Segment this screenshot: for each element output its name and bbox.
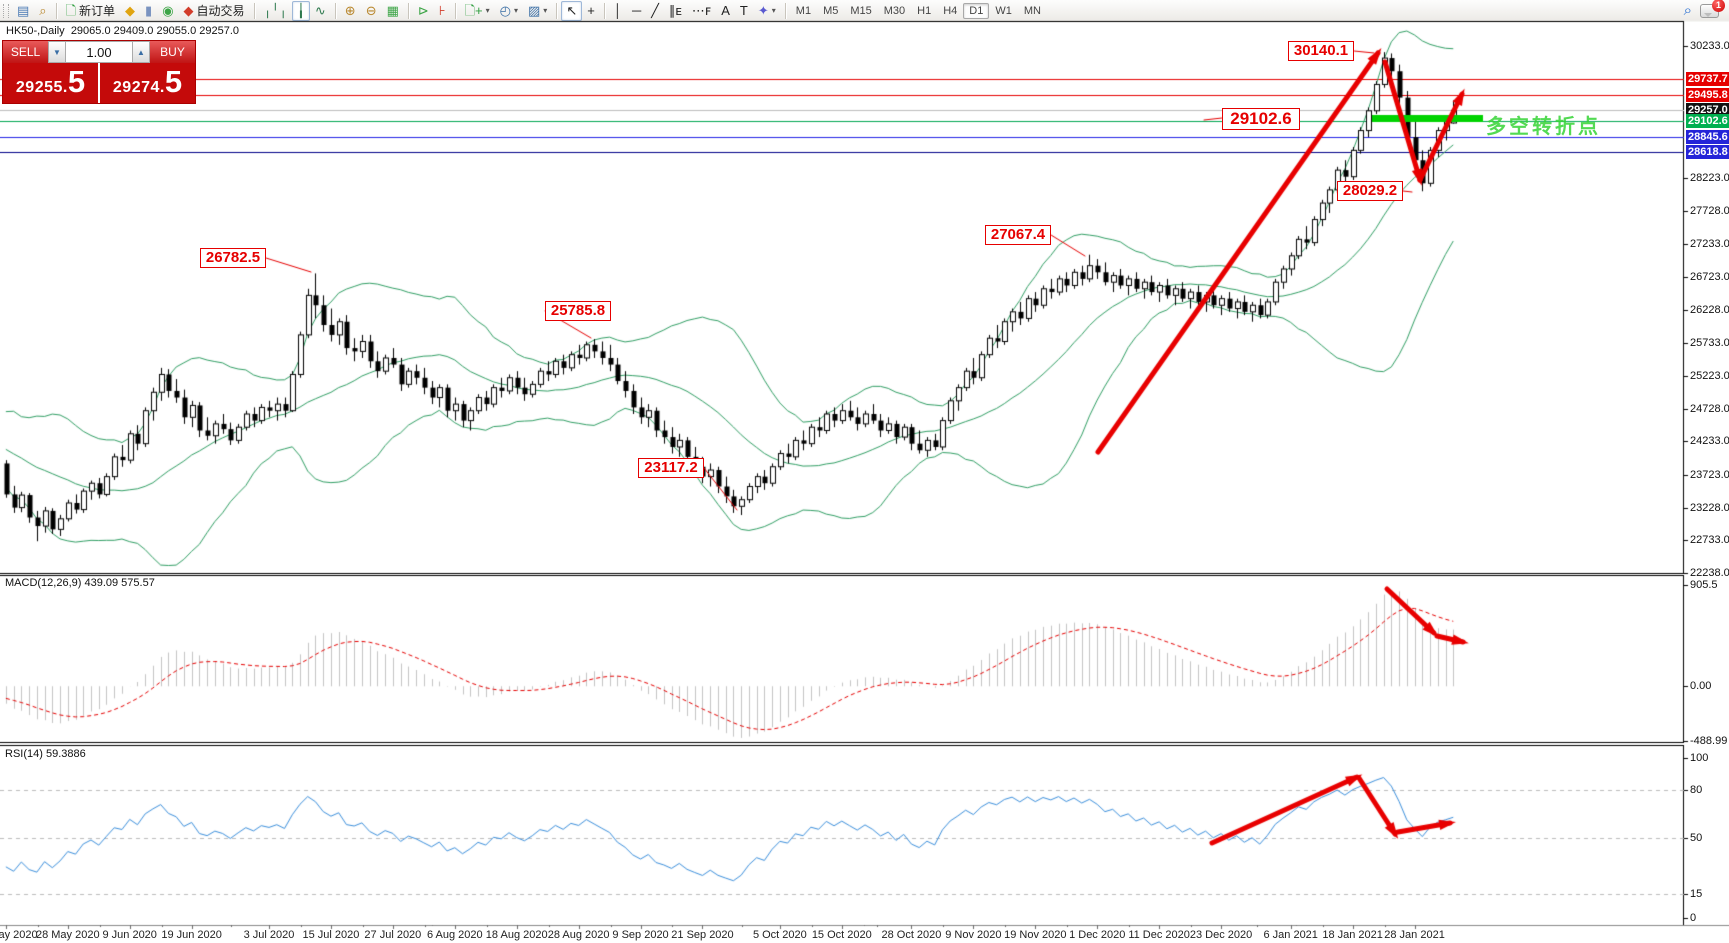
buy-price-main: 29274. — [112, 79, 165, 96]
price-tick-label: 24728.0 — [1690, 402, 1729, 415]
sell-price-main: 29255. — [15, 79, 68, 96]
date-axis-label: 6 Jan 2021 — [1263, 929, 1318, 941]
chart-symbol-period: HK50-,Daily — [6, 25, 65, 37]
price-tick-label: 25733.0 — [1690, 336, 1729, 349]
date-axis-label: 21 Sep 2020 — [671, 929, 734, 941]
rsi-tick-label: 15 — [1690, 887, 1703, 900]
volume-increase-button[interactable]: ▲ — [132, 41, 150, 63]
date-axis-label: 15 Oct 2020 — [811, 929, 872, 941]
price-tick-label: 26723.0 — [1690, 271, 1729, 284]
sell-price-pips: 5 — [67, 64, 86, 99]
rsi-tick-label: 0 — [1690, 911, 1697, 924]
price-tick-label: 25223.0 — [1690, 370, 1729, 383]
date-axis-label: 6 Aug 2020 — [426, 929, 483, 941]
macd-tick-label: 905.5 — [1690, 579, 1718, 592]
price-level-badge: 28845.6 — [1686, 130, 1729, 145]
buy-button[interactable]: BUY — [150, 41, 195, 63]
date-axis-label: 5 Oct 2020 — [752, 929, 807, 941]
volume-input[interactable] — [66, 41, 132, 63]
rsi-indicator-label: RSI(14) 59.3886 — [5, 748, 86, 760]
rsi-tick-label: 80 — [1690, 783, 1703, 796]
macd-tick-label: 0.00 — [1690, 680, 1712, 693]
date-axis-label: 18 Aug 2020 — [485, 929, 548, 941]
price-level-badge: 29737.7 — [1686, 71, 1729, 86]
price-callout[interactable]: 26782.5 — [200, 248, 266, 268]
price-tick-label: 30233.0 — [1690, 40, 1729, 52]
date-axis-label: 28 Aug 2020 — [547, 929, 610, 941]
macd-indicator-label: MACD(12,26,9) 439.09 575.57 — [5, 577, 155, 589]
date-axis-label: 28 Oct 2020 — [881, 929, 942, 941]
rsi-tick-label: 50 — [1690, 831, 1703, 844]
date-axis-label: 18 May 2020 — [0, 929, 38, 941]
date-axis-label: 19 Jun 2020 — [161, 929, 222, 941]
chart-ohlc-values: 29065.0 29409.0 29055.0 29257.0 — [70, 25, 240, 37]
sell-price[interactable]: 29255. 5 — [3, 63, 98, 103]
date-axis-label: 19 Nov 2020 — [1004, 929, 1067, 941]
price-tick-label: 23723.0 — [1690, 469, 1729, 482]
price-callout[interactable]: 29102.6 — [1222, 108, 1300, 130]
price-callout[interactable]: 25785.8 — [545, 301, 611, 321]
price-level-badge: 29102.6 — [1686, 113, 1729, 128]
date-axis-label: 23 Dec 2020 — [1189, 929, 1253, 941]
chart-ohlc-label: HK50-,Daily 29065.0 29409.0 29055.0 2925… — [6, 25, 239, 37]
price-tick-label: 23228.0 — [1690, 501, 1729, 514]
price-level-badge: 29495.8 — [1686, 87, 1729, 102]
price-tick-label: 26228.0 — [1690, 303, 1729, 316]
buy-price-pips: 5 — [164, 64, 183, 99]
volume-decrease-button[interactable]: ▼ — [48, 41, 66, 63]
sell-button[interactable]: SELL — [3, 41, 48, 63]
price-tick-label: 22238.0 — [1690, 567, 1729, 579]
date-axis-label: 9 Nov 2020 — [945, 929, 1002, 941]
buy-price[interactable]: 29274. 5 — [100, 63, 195, 103]
date-axis-label: 3 Jul 2020 — [243, 929, 295, 941]
date-axis-label: 11 Dec 2020 — [1128, 929, 1190, 941]
date-axis-label: 9 Sep 2020 — [612, 929, 669, 941]
price-callout[interactable]: 27067.4 — [985, 225, 1051, 245]
price-level-badge: 28618.8 — [1686, 145, 1729, 160]
macd-tick-label: -488.99 — [1690, 734, 1728, 747]
date-axis-label: 18 Jan 2021 — [1322, 929, 1383, 941]
pivot-annotation-text[interactable]: 多空转折点 — [1486, 116, 1601, 138]
one-click-trade-panel: SELL ▼ ▲ BUY 29255. 5 29274. 5 — [2, 40, 196, 104]
price-tick-label: 22733.0 — [1690, 534, 1729, 547]
price-tick-label: 27728.0 — [1690, 205, 1729, 218]
date-axis-label: 15 Jul 2020 — [302, 929, 360, 941]
price-callout[interactable]: 30140.1 — [1288, 41, 1354, 61]
date-axis-label: 28 Jan 2021 — [1384, 929, 1445, 941]
date-axis-label: 9 Jun 2020 — [102, 929, 157, 941]
date-axis-label: 1 Dec 2020 — [1069, 929, 1126, 941]
price-tick-label: 28223.0 — [1690, 172, 1729, 185]
price-tick-label: 24233.0 — [1690, 435, 1729, 448]
price-callout[interactable]: 23117.2 — [638, 458, 704, 478]
date-axis-label: 28 May 2020 — [35, 929, 100, 941]
price-tick-label: 27233.0 — [1690, 237, 1729, 250]
date-axis-label: 27 Jul 2020 — [364, 929, 422, 941]
rsi-tick-label: 100 — [1690, 751, 1709, 764]
price-callout[interactable]: 28029.2 — [1337, 181, 1403, 201]
